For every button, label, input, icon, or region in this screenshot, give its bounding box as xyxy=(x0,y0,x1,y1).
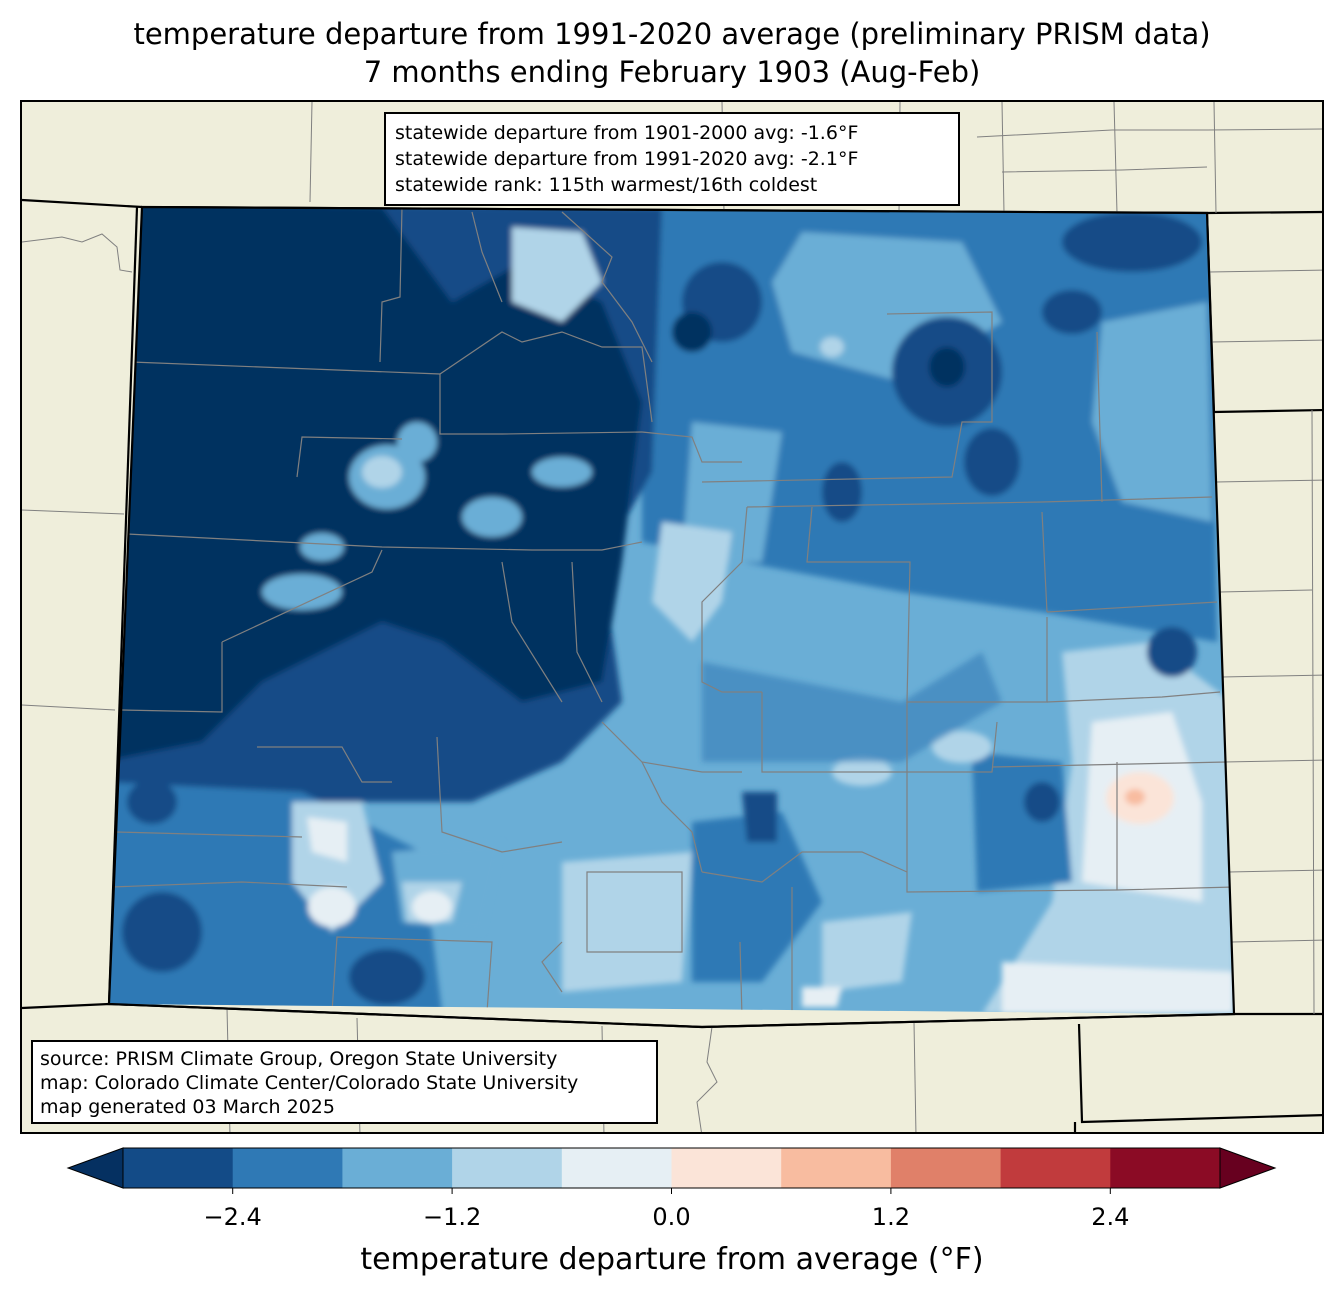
stats-line-rank: statewide rank: 115th warmest/16th colde… xyxy=(395,174,818,196)
colorbar-bin xyxy=(232,1148,343,1188)
colorbar-bin xyxy=(452,1148,563,1188)
colorbar xyxy=(66,1147,1277,1194)
stats-line-1901-2000: statewide departure from 1901-2000 avg: … xyxy=(395,122,859,144)
colorbar-tick-label: 2.4 xyxy=(1091,1203,1130,1231)
colorbar-bin xyxy=(342,1148,453,1188)
colorbar-tick-label: 1.2 xyxy=(871,1203,910,1231)
source-line-prism: source: PRISM Climate Group, Oregon Stat… xyxy=(40,1048,558,1070)
colorbar-under-extension xyxy=(66,1147,124,1189)
colorado-outline xyxy=(107,205,1236,1029)
source-line-generated: map generated 03 March 2025 xyxy=(40,1096,335,1118)
colorbar-bin xyxy=(1110,1148,1221,1188)
colorbar-over-extension xyxy=(1219,1147,1277,1189)
colorbar-bin xyxy=(890,1148,1002,1188)
map-title-line2: 7 months ending February 1903 (Aug-Feb) xyxy=(363,55,981,89)
colorado-map xyxy=(20,100,1324,1134)
statewide-stats-box: statewide departure from 1901-2000 avg: … xyxy=(384,112,960,206)
map-svg xyxy=(22,102,1322,1132)
colorbar-bin xyxy=(1000,1148,1111,1188)
colorbar-tick-label: 0.0 xyxy=(652,1203,691,1231)
colorbar-tick-label: −1.2 xyxy=(422,1203,482,1231)
colorbar-bin xyxy=(123,1148,234,1188)
departure-field xyxy=(109,207,1234,1014)
neighbor-county-lines xyxy=(22,102,1322,1132)
colorbar-bin xyxy=(671,1148,782,1188)
source-line-map: map: Colorado Climate Center/Colorado St… xyxy=(40,1072,579,1094)
colorbar-bin xyxy=(781,1148,892,1188)
county-lines xyxy=(111,207,1234,1014)
colorbar-tick-label: −2.4 xyxy=(203,1203,262,1231)
colorbar-bin xyxy=(561,1148,672,1188)
map-title-line1: temperature departure from 1991-2020 ave… xyxy=(133,17,1211,51)
colorbar-label: temperature departure from average (°F) xyxy=(360,1242,984,1277)
source-box: source: PRISM Climate Group, Oregon Stat… xyxy=(31,1040,658,1124)
stats-line-1991-2020: statewide departure from 1991-2020 avg: … xyxy=(395,148,859,170)
